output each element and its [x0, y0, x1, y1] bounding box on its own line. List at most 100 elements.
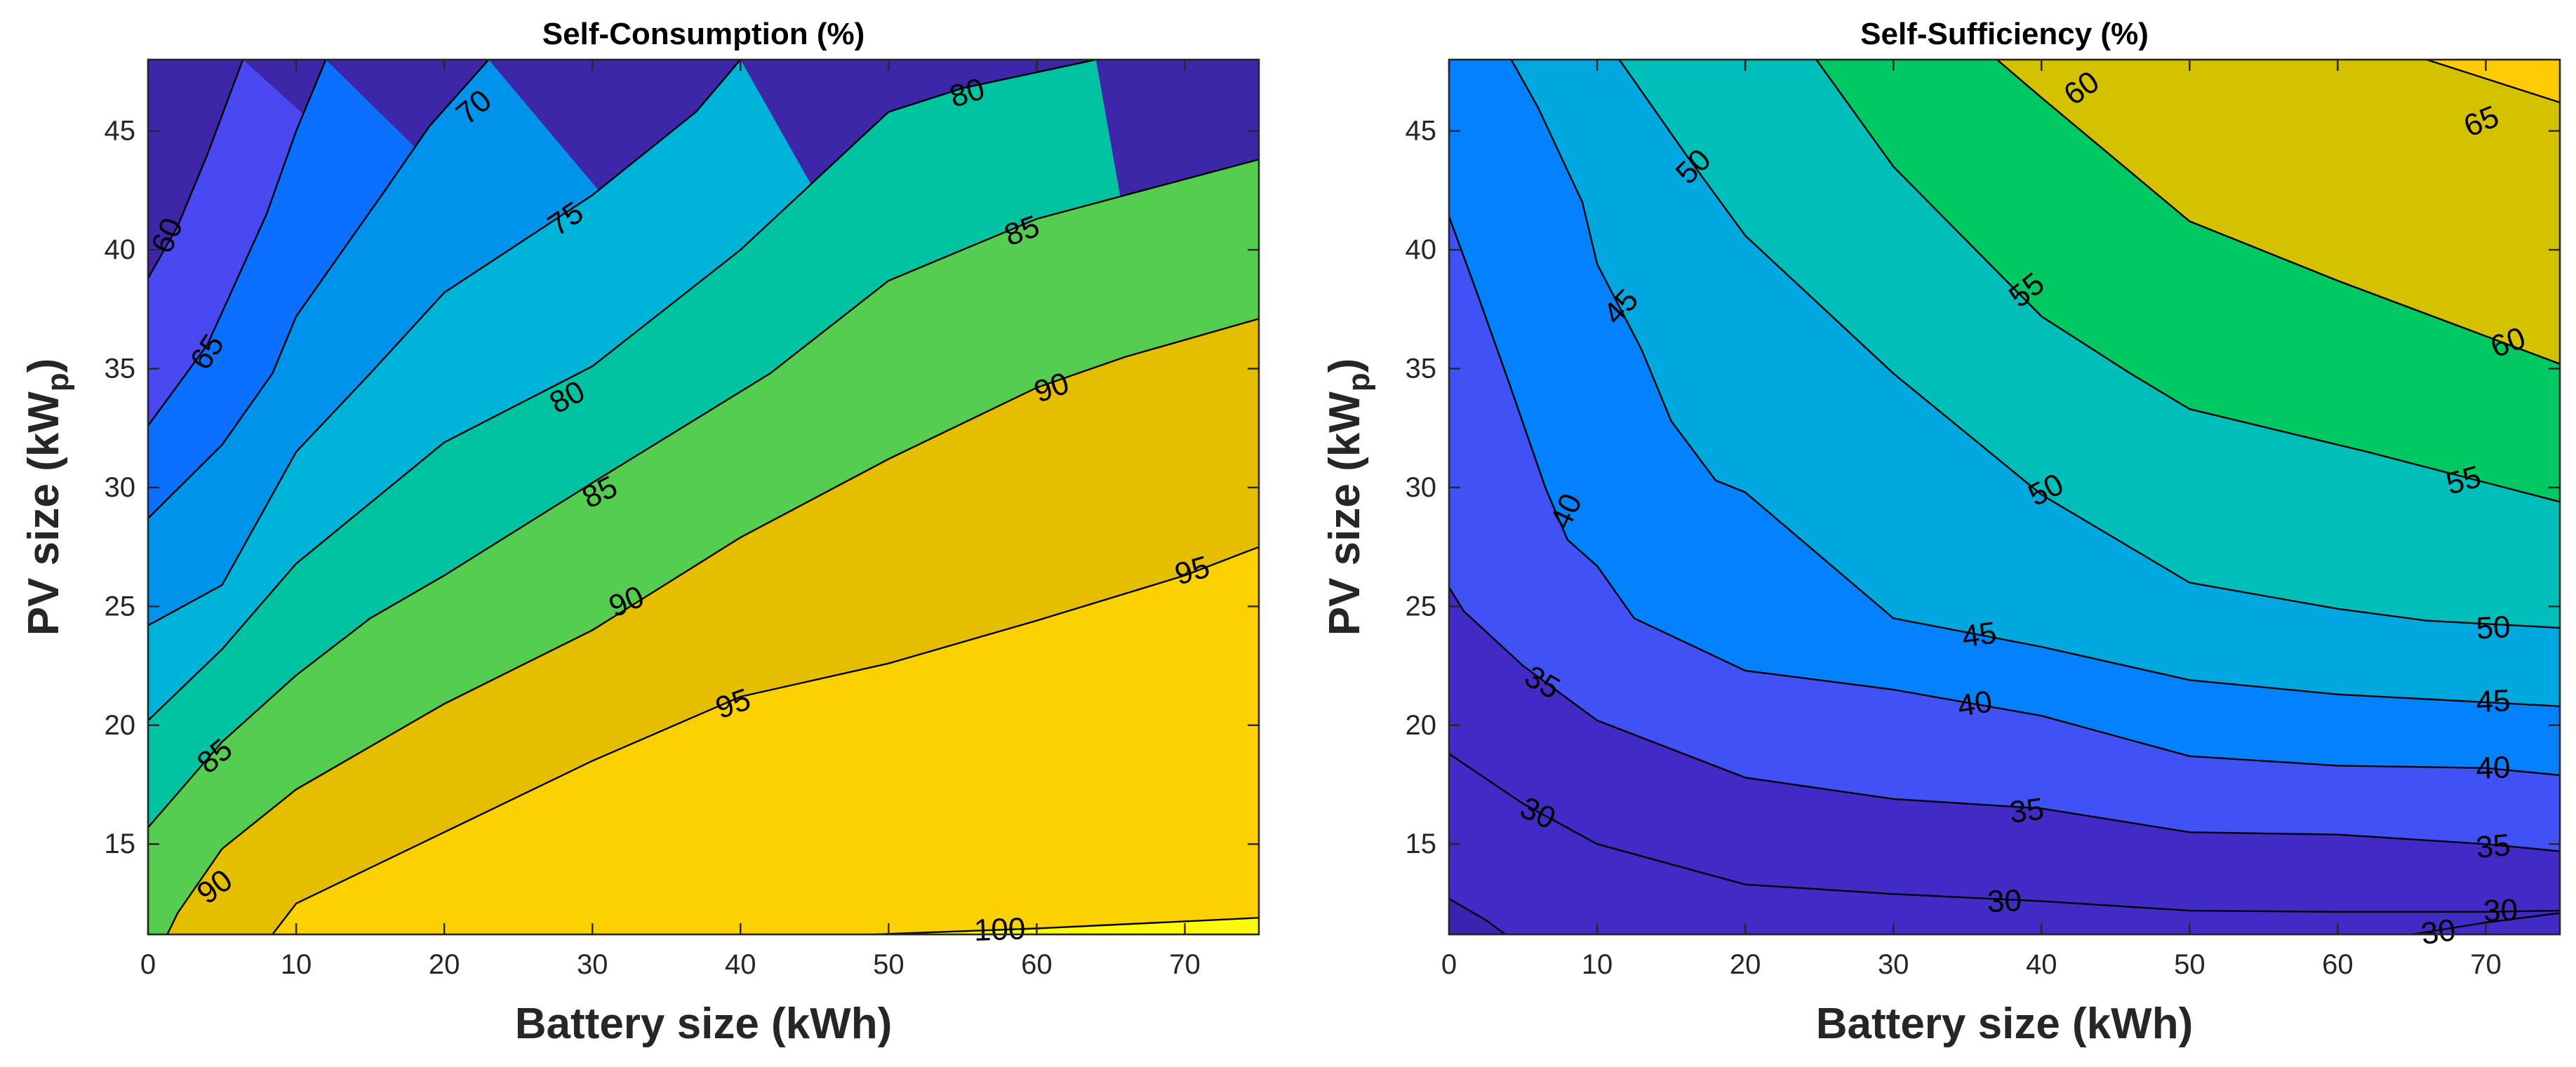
x-tick-label: 60 [1021, 949, 1053, 980]
x-axis-label: Battery size (kWh) [515, 1000, 892, 1048]
y-axis-label-main: PV size (kW [20, 391, 68, 636]
chart-title: Self-Consumption (%) [542, 17, 865, 51]
contour-label-45-c: 45 [2475, 683, 2511, 719]
contour-line-30 [1449, 753, 2560, 913]
contour-label-55-b: 55 [2443, 459, 2485, 502]
contour-line-95 [272, 546, 1259, 934]
contour-line-50 [1618, 60, 2560, 629]
contour-line-30-segment [2411, 912, 2560, 934]
y-tick-label: 25 [105, 591, 136, 622]
contour-label-45-c-group: 45 [2475, 683, 2511, 719]
x-tick-label: 0 [1441, 949, 1457, 980]
contour-label-35-b-group: 35 [2008, 791, 2046, 830]
contour-band-100 [148, 918, 1259, 934]
filled-regions [148, 60, 1259, 934]
x-tick-label: 40 [725, 949, 756, 980]
x-tick-label: 30 [1878, 949, 1909, 980]
axes-box [147, 58, 1260, 936]
contour-line-60 [148, 60, 244, 279]
contour-line-85 [148, 159, 1259, 828]
contour-label-30-d-group: 30 [2419, 913, 2457, 951]
contour-line-75 [148, 60, 742, 626]
y-tick-label: 30 [105, 472, 136, 503]
y-tick-label: 45 [1406, 116, 1437, 147]
y-tick-label: 35 [1406, 354, 1437, 384]
x-tick-label: 30 [577, 949, 608, 980]
contour-label-50-c-group: 50 [2475, 610, 2511, 645]
chart-title: Self-Sufficiency (%) [1860, 17, 2149, 51]
contour-label-30-b: 30 [1987, 883, 2022, 919]
x-axis-ticks: 0 10 20 30 40 50 60 70 [1441, 60, 2502, 980]
contour-band-65 [1449, 60, 2560, 102]
contour-line-30 [1449, 898, 1506, 934]
y-axis-label: PV size (kWp) [1321, 358, 1376, 636]
contour-line-65 [148, 60, 327, 427]
filled-regions [1449, 60, 2560, 934]
contour-label-35-b: 35 [2008, 791, 2046, 830]
y-tick-label: 20 [1406, 710, 1437, 741]
contour-band-95 [148, 546, 1259, 934]
y-tick-label: 40 [1406, 234, 1437, 265]
x-tick-label: 50 [873, 949, 905, 980]
contour-label-55-b-group: 55 [2443, 459, 2485, 502]
contour-line-65 [2426, 60, 2560, 104]
x-tick-label: 40 [2026, 949, 2057, 980]
y-tick-label: 20 [105, 710, 136, 741]
x-tick-label: 10 [281, 949, 312, 980]
y-tick-label: 45 [105, 116, 136, 147]
x-tick-label: 20 [1730, 949, 1761, 980]
y-axis-ticks: 15 20 25 30 35 40 45 [1406, 116, 2560, 859]
y-axis-label-subscript: p [41, 373, 75, 391]
contour-lines [1449, 60, 2560, 934]
y-tick-label: 30 [1406, 472, 1437, 503]
y-axis-label-close: ) [20, 358, 68, 373]
contour-label-40-c-group: 40 [2476, 750, 2511, 786]
contour-label-100-group: 100 [973, 911, 1026, 948]
y-tick-label: 40 [105, 234, 136, 265]
contour-label-45-b-group: 45 [1960, 615, 1998, 654]
y-axis-label-subscript: p [1342, 373, 1376, 391]
contour-label-100: 100 [973, 911, 1026, 948]
contour-line-45 [1510, 60, 2560, 707]
y-axis-label: PV size (kWp) [20, 358, 75, 636]
contour-label-30-c-group: 30 [2483, 893, 2518, 929]
x-tick-label: 50 [2174, 949, 2205, 980]
x-tick-label: 0 [140, 949, 156, 980]
contour-line-70 [148, 60, 490, 519]
contour-label-30-d: 30 [2419, 913, 2457, 951]
contour-band-60 [1449, 60, 2560, 364]
contour-label-30-c: 30 [2483, 893, 2518, 929]
y-axis-label-close: ) [1321, 358, 1369, 373]
axes-box [1448, 58, 2561, 936]
contour-label-40-b: 40 [1955, 684, 1994, 723]
contour-line-60 [1996, 60, 2560, 365]
contour-label-35-c: 35 [2474, 828, 2511, 865]
contour-line-90 [166, 318, 1259, 934]
y-axis-label-main: PV size (kW [1321, 391, 1369, 636]
y-tick-label: 15 [105, 828, 136, 859]
y-tick-label: 25 [1406, 591, 1437, 622]
x-axis-label: Battery size (kWh) [1816, 1000, 2193, 1048]
x-tick-label: 20 [429, 949, 460, 980]
x-axis-ticks: 0 10 20 30 40 50 60 70 [140, 60, 1201, 980]
contour-line-80 [148, 60, 1097, 721]
contour-line-35 [1449, 586, 2560, 852]
contour-label-40-b-group: 40 [1955, 684, 1994, 723]
contour-label-35-c-group: 35 [2474, 828, 2511, 865]
y-axis-ticks: 15 20 25 30 35 40 45 [105, 116, 1259, 859]
y-tick-label: 15 [1406, 828, 1437, 859]
x-tick-label: 70 [1169, 949, 1201, 980]
contour-label-45-b: 45 [1960, 615, 1998, 654]
x-tick-label: 60 [2322, 949, 2354, 980]
x-tick-label: 10 [1582, 949, 1613, 980]
x-tick-label: 70 [2470, 949, 2502, 980]
contour-label-30-b-group: 30 [1987, 883, 2022, 919]
contour-label-50-c: 50 [2475, 610, 2511, 645]
contour-label-40-c: 40 [2476, 750, 2511, 786]
contour-line-40 [1449, 216, 2560, 777]
y-tick-label: 35 [105, 354, 136, 384]
contour-line-55 [1815, 60, 2560, 503]
